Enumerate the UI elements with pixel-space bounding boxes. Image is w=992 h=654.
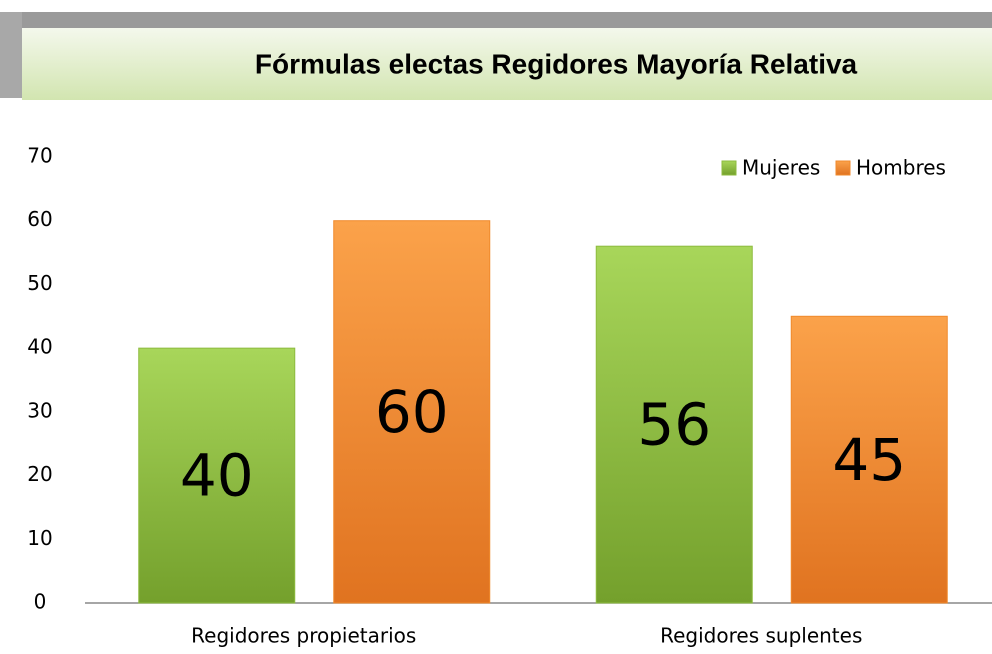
x-tick-label: Regidores propietarios (191, 624, 416, 648)
legend-label: Hombres (856, 156, 946, 180)
y-tick-label: 10 (27, 526, 52, 550)
data-label: 60 (375, 378, 449, 446)
x-tick-label: Regidores suplentes (660, 624, 862, 648)
legend-label: Mujeres (742, 156, 820, 180)
y-tick-label: 40 (27, 335, 52, 359)
data-label: 40 (180, 442, 254, 510)
bar (138, 347, 296, 604)
bar (595, 245, 753, 604)
title-banner (22, 28, 992, 100)
y-tick-label: 50 (27, 271, 52, 295)
legend-swatch (721, 160, 737, 176)
y-tick-label: 20 (27, 462, 52, 486)
y-tick-label: 30 (27, 398, 52, 422)
y-tick-label: 70 (27, 144, 52, 168)
data-label: 56 (637, 391, 711, 459)
bar (333, 220, 491, 604)
y-tick-label: 60 (27, 207, 52, 231)
bar (790, 315, 948, 604)
banner-edge (0, 12, 22, 98)
banner-shadow (0, 12, 992, 32)
data-label: 45 (832, 426, 906, 494)
y-tick-label: 0 (34, 590, 47, 614)
legend-swatch (835, 160, 851, 176)
chart-title: Fórmulas electas Regidores Mayoría Relat… (255, 48, 858, 79)
